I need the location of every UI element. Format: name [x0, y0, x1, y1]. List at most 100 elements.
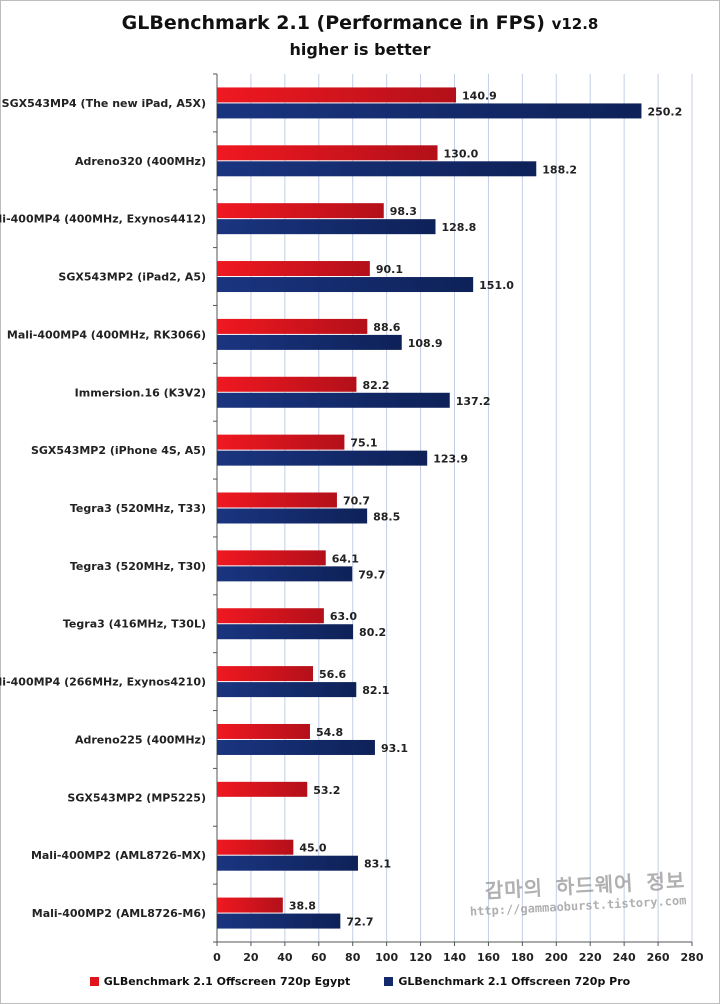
- data-label: 79.7: [358, 568, 385, 581]
- data-label: 72.7: [346, 916, 373, 929]
- bar-pro: [217, 450, 428, 466]
- x-tick-label: 0: [213, 951, 221, 964]
- data-label: 70.7: [343, 495, 370, 508]
- x-tick-label: 180: [511, 951, 534, 964]
- bar-egypt: [217, 608, 324, 624]
- chart-title-version: v12.8: [551, 15, 599, 33]
- bar-egypt: [217, 550, 326, 566]
- data-label: 83.1: [364, 858, 391, 871]
- category-label: Tegra3 (416MHz, T30L): [63, 618, 206, 631]
- chart-title-text: GLBenchmark 2.1 (Performance in FPS): [121, 12, 545, 34]
- bar-egypt: [217, 261, 370, 277]
- bar-pro: [217, 682, 357, 698]
- legend-swatch-pro: [384, 977, 394, 986]
- data-label: 98.3: [390, 205, 417, 218]
- x-tick-label: 20: [243, 951, 259, 964]
- bar-pro: [217, 739, 375, 755]
- category-label: SGX543MP4 (The new iPad, A5X): [2, 97, 206, 110]
- x-tick-label: 140: [443, 951, 466, 964]
- data-label: 130.0: [444, 147, 479, 160]
- data-label: 80.2: [359, 626, 386, 639]
- bar-pro: [217, 219, 436, 235]
- data-label: 188.2: [542, 163, 577, 176]
- data-label: 82.1: [362, 684, 389, 697]
- data-label: 56.6: [319, 668, 346, 681]
- category-label: Mali-400MP4 (266MHz, Exynos4210): [0, 676, 206, 689]
- x-tick-label: 200: [545, 951, 568, 964]
- legend-label-pro: GLBenchmark 2.1 Offscreen 720p Pro: [398, 975, 631, 988]
- category-label: Mali-400MP2 (AML8726-M6): [32, 907, 206, 920]
- legend-label-egypt: GLBenchmark 2.1 Offscreen 720p Egypt: [103, 975, 351, 988]
- data-label: 53.2: [313, 784, 340, 797]
- data-label: 90.1: [376, 263, 403, 276]
- category-label: Mali-400MP2 (AML8726-MX): [31, 849, 206, 862]
- chart-subtitle: higher is better: [289, 40, 431, 59]
- bar-pro: [217, 392, 450, 408]
- x-tick-label: 160: [477, 951, 500, 964]
- data-label: 38.8: [289, 900, 316, 913]
- data-label: 88.5: [373, 511, 400, 524]
- x-tick-label: 280: [681, 951, 704, 964]
- bar-egypt: [217, 376, 357, 392]
- x-tick-label: 260: [647, 951, 670, 964]
- data-label: 63.0: [330, 610, 357, 623]
- data-label: 108.9: [408, 337, 443, 350]
- x-tick-label: 100: [375, 951, 398, 964]
- category-label: Mali-400MP4 (400MHz, Exynos4412): [0, 213, 206, 226]
- data-label: 128.8: [442, 221, 477, 234]
- chart-title: GLBenchmark 2.1 (Performance in FPS) v12…: [0, 12, 720, 34]
- data-label: 82.2: [362, 379, 389, 392]
- x-tick-label: 240: [613, 951, 636, 964]
- bar-egypt: [217, 492, 337, 508]
- category-label: SGX543MP2 (MP5225): [67, 791, 206, 804]
- data-label: 88.6: [373, 321, 400, 334]
- x-tick-label: 220: [579, 951, 602, 964]
- x-tick-label: 120: [409, 951, 432, 964]
- bar-egypt: [217, 203, 384, 219]
- category-label: Tegra3 (520MHz, T30): [70, 560, 206, 573]
- bar-pro: [217, 913, 341, 929]
- bar-pro: [217, 855, 358, 871]
- data-label: 64.1: [332, 552, 359, 565]
- category-label: Mali-400MP4 (400MHz, RK3066): [7, 328, 206, 341]
- x-tick-label: 60: [311, 951, 327, 964]
- legend-item-egypt: GLBenchmark 2.1 Offscreen 720p Egypt: [89, 975, 351, 988]
- data-label: 151.0: [479, 279, 514, 292]
- x-tick-label: 40: [277, 951, 293, 964]
- bar-egypt: [217, 145, 438, 161]
- bar-egypt: [217, 723, 310, 739]
- data-label: 93.1: [381, 742, 408, 755]
- category-label: Adreno225 (400MHz): [75, 733, 206, 746]
- data-label: 250.2: [647, 105, 682, 118]
- chart-legend: GLBenchmark 2.1 Offscreen 720p Egypt GLB…: [0, 975, 720, 988]
- category-label: SGX543MP2 (iPhone 4S, A5): [31, 444, 206, 457]
- bar-egypt: [217, 781, 308, 797]
- legend-swatch-egypt: [89, 977, 99, 986]
- bar-egypt: [217, 87, 457, 103]
- data-label: 123.9: [433, 453, 468, 466]
- data-label: 140.9: [462, 89, 497, 102]
- legend-item-pro: GLBenchmark 2.1 Offscreen 720p Pro: [384, 975, 630, 988]
- data-label: 54.8: [316, 726, 343, 739]
- bar-pro: [217, 624, 354, 640]
- bar-pro: [217, 566, 353, 582]
- bar-egypt: [217, 839, 294, 855]
- bar-pro: [217, 277, 474, 293]
- category-label: SGX543MP2 (iPad2, A5): [58, 271, 206, 284]
- bar-pro: [217, 103, 642, 119]
- bar-egypt: [217, 318, 368, 334]
- bar-egypt: [217, 434, 345, 450]
- data-label: 137.2: [456, 395, 491, 408]
- bar-pro: [217, 161, 537, 177]
- bar-pro: [217, 508, 368, 524]
- data-label: 45.0: [299, 842, 326, 855]
- x-tick-label: 80: [345, 951, 361, 964]
- category-label: Immersion.16 (K3V2): [75, 386, 206, 399]
- bar-pro: [217, 334, 402, 350]
- bar-egypt: [217, 897, 283, 913]
- category-label: Tegra3 (520MHz, T33): [70, 502, 206, 515]
- bar-egypt: [217, 666, 314, 682]
- category-label: Adreno320 (400MHz): [75, 155, 206, 168]
- data-label: 75.1: [350, 437, 377, 450]
